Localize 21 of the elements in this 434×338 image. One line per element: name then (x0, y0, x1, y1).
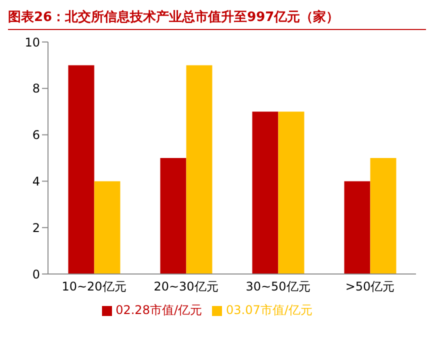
bar (160, 158, 186, 274)
x-tick-label: 30~50亿元 (246, 280, 310, 294)
bar (278, 112, 304, 274)
bar (186, 65, 212, 274)
y-tick-label: 4 (32, 174, 40, 188)
legend-label: 02.28市值/亿元 (116, 303, 202, 317)
legend-label: 03.07市值/亿元 (226, 303, 312, 317)
x-tick-label: >50亿元 (345, 280, 395, 294)
y-tick-label: 8 (32, 82, 40, 96)
y-tick-label: 2 (32, 220, 40, 235)
y-tick-label: 0 (32, 267, 40, 282)
bar (344, 181, 370, 274)
bar (68, 65, 94, 274)
bar (370, 158, 396, 274)
y-tick-label: 10 (24, 35, 40, 50)
bar (94, 181, 120, 274)
x-tick-label: 20~30亿元 (154, 280, 218, 294)
x-tick-label: 10~20亿元 (62, 280, 126, 294)
chart-title: 图表26：北交所信息技术产业总市值升至997亿元（家） (8, 8, 426, 30)
y-tick-label: 6 (32, 128, 40, 142)
bar (252, 112, 278, 274)
